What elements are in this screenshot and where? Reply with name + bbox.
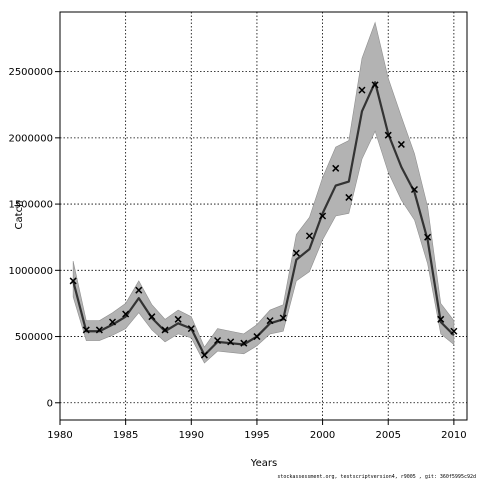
data-point xyxy=(358,86,366,94)
data-point xyxy=(384,131,392,139)
data-point xyxy=(253,333,261,341)
x-tick-label: 2010 xyxy=(441,430,466,441)
x-axis-label: Years xyxy=(250,458,277,469)
x-tick-label: 2000 xyxy=(310,430,335,441)
catch-line xyxy=(72,81,455,357)
data-point xyxy=(292,249,300,257)
band-area xyxy=(72,21,455,364)
data-point xyxy=(319,212,327,220)
data-point xyxy=(82,326,90,334)
x-tick-label: 1995 xyxy=(244,430,269,441)
y-axis-ticks: 0 500000 1000000 1500000 2000000 2500000 xyxy=(8,67,60,409)
data-point xyxy=(371,81,379,89)
data-point xyxy=(122,310,130,318)
confidence-band xyxy=(72,21,455,364)
estimate-line xyxy=(72,81,455,357)
data-point xyxy=(240,339,248,347)
y-tick-label: 1500000 xyxy=(8,200,53,211)
y-tick-label: 2500000 xyxy=(8,67,53,78)
data-point xyxy=(108,318,117,326)
data-point xyxy=(424,233,432,241)
data-point xyxy=(135,286,143,294)
data-point xyxy=(200,351,208,359)
data-point xyxy=(397,140,405,148)
y-tick-label: 0 xyxy=(47,398,53,409)
x-tick-label: 2005 xyxy=(375,430,400,441)
data-point xyxy=(279,314,287,322)
data-point xyxy=(345,193,353,201)
data-point xyxy=(410,185,419,194)
observed-points xyxy=(69,81,458,359)
footer-credit: stockassessment.org, testscriptversion4,… xyxy=(277,474,476,480)
data-point xyxy=(95,326,103,334)
x-tick-label: 1985 xyxy=(113,430,138,441)
x-axis-ticks: 1980 1985 1990 1995 2000 2005 2010 xyxy=(47,420,467,441)
data-point xyxy=(305,232,313,240)
y-tick-label: 1000000 xyxy=(8,266,53,277)
data-point xyxy=(69,277,77,285)
data-point xyxy=(227,338,235,346)
y-axis-label: Catch xyxy=(14,201,25,230)
data-point xyxy=(161,326,169,334)
y-tick-label: 2000000 xyxy=(8,133,53,144)
plot-frame xyxy=(59,11,468,421)
data-point xyxy=(332,164,340,172)
data-point xyxy=(174,315,182,323)
x-tick-label: 1990 xyxy=(179,430,204,441)
data-point xyxy=(148,313,156,321)
data-point xyxy=(450,327,458,335)
data-point xyxy=(437,315,445,323)
data-point xyxy=(214,336,222,345)
data-point xyxy=(187,325,195,333)
x-tick-label: 1980 xyxy=(47,430,72,441)
data-point xyxy=(266,317,274,325)
y-tick-label: 500000 xyxy=(15,332,53,343)
